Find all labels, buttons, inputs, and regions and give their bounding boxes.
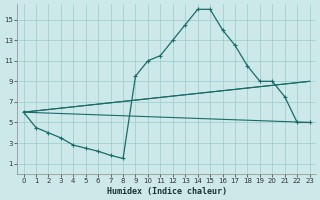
X-axis label: Humidex (Indice chaleur): Humidex (Indice chaleur) — [107, 187, 227, 196]
